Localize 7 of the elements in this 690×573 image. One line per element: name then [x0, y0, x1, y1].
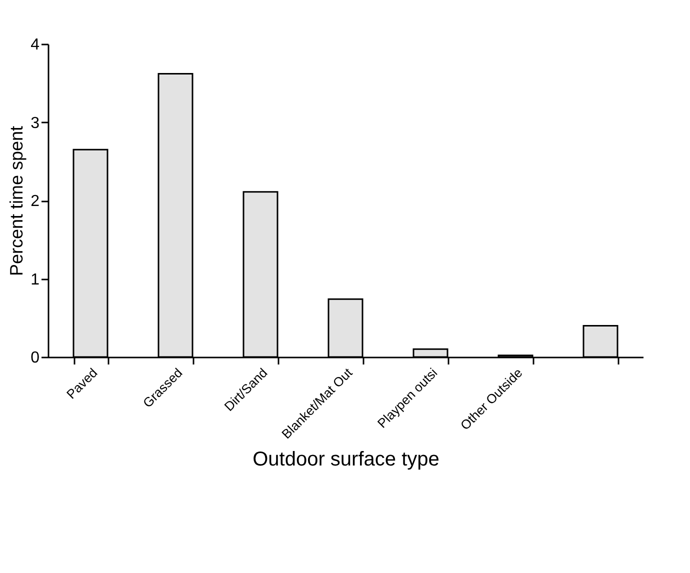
- x-axis-title: Outdoor surface type: [252, 448, 440, 471]
- y-tick-label: 4: [30, 36, 40, 54]
- y-tick-label: 3: [30, 114, 40, 132]
- y-tick-label: 1: [30, 271, 40, 288]
- y-axis-title: Percent time spent: [6, 126, 27, 276]
- y-tick-label: 2: [30, 193, 40, 210]
- y-tick-label: 0: [30, 350, 40, 366]
